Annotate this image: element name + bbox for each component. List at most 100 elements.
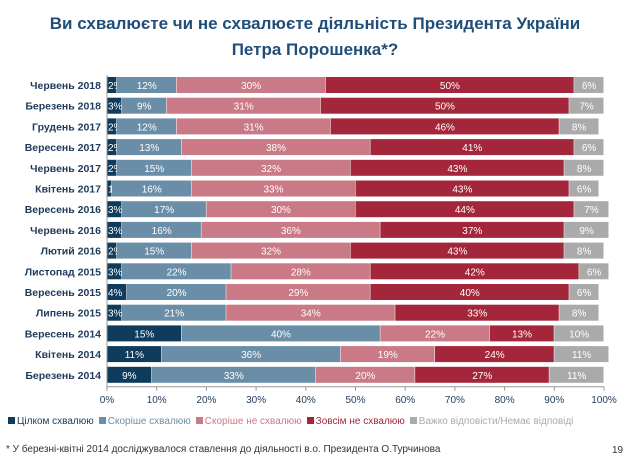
bar-segment [166, 97, 321, 114]
chart-title-line2: Петра Порошенка*? [231, 40, 399, 59]
bar-segment [559, 304, 599, 321]
category-label: Червень 2018 [30, 80, 101, 92]
data-label: 12% [137, 81, 157, 92]
data-label: 2% [108, 81, 123, 92]
category-label: Лютий 2016 [41, 246, 102, 258]
data-label: 8% [577, 164, 592, 175]
x-tick-label: 100% [591, 395, 617, 406]
data-label: 40% [271, 329, 291, 340]
bar-segment [111, 180, 191, 197]
bar-segment [380, 221, 564, 238]
data-label: 2% [108, 122, 123, 133]
legend-swatch [195, 417, 203, 424]
data-label: 28% [291, 267, 311, 278]
data-label: 50% [435, 102, 455, 113]
bar-segment [107, 263, 122, 280]
legend-label: Скоріше схвалюю [107, 416, 191, 427]
category-label: Березень 2014 [25, 370, 101, 382]
category-label: Листопад 2015 [25, 266, 101, 278]
data-label: 33% [467, 309, 487, 320]
bar-segment [107, 242, 117, 259]
bar-segment [121, 97, 167, 114]
data-label: 2% [108, 143, 123, 154]
category-label: Вересень 2016 [25, 204, 101, 216]
data-label: 11% [125, 350, 144, 361]
bar-segment [121, 201, 206, 218]
bar-segment [370, 263, 579, 280]
data-label: 31% [234, 102, 254, 113]
legend: Цілком схвалюю Скоріше схвалюю Скоріше не … [8, 416, 622, 427]
bar-segment [201, 221, 380, 238]
data-label: 43% [452, 185, 472, 196]
bar-segment [107, 325, 182, 342]
bar-segment [435, 346, 554, 363]
bar-segment [107, 97, 122, 114]
bar-segment [107, 180, 112, 197]
legend-label: Важко відповісти/Немає відповіді [418, 416, 574, 427]
x-tick-label: 30% [246, 395, 266, 406]
data-label: 8% [577, 247, 592, 258]
data-label: 50% [440, 81, 460, 92]
bar-segment [559, 118, 599, 135]
data-label: 46% [435, 122, 455, 133]
bar-segment [121, 263, 231, 280]
bar-segment [415, 366, 549, 383]
bar-segment [107, 201, 122, 218]
bar-segment [489, 325, 554, 342]
bar-segment [107, 284, 127, 300]
data-label: 16% [142, 185, 162, 196]
data-label: 20% [355, 371, 375, 382]
data-label: 36% [241, 350, 261, 361]
data-label: 43% [447, 164, 467, 175]
category-label: Вересень 2014 [25, 328, 101, 340]
category-label: Березень 2018 [25, 101, 101, 113]
data-label: 3% [108, 102, 123, 113]
x-tick-label: 40% [296, 395, 316, 406]
bar-segment [176, 77, 326, 93]
data-label: 15% [134, 329, 154, 340]
data-label: 12% [137, 122, 157, 133]
data-label: 32% [261, 164, 281, 175]
bar-segment [181, 325, 380, 342]
data-label: 32% [261, 247, 281, 258]
legend-item: Цілком схвалюю [8, 416, 94, 427]
bar-segment [191, 242, 351, 259]
bar-segment [574, 201, 609, 218]
data-label: 30% [271, 205, 291, 216]
bar-segment [549, 366, 604, 383]
legend-item: Важко відповісти/Немає відповіді [409, 416, 574, 427]
bar-segment [107, 159, 117, 176]
data-label: 30% [241, 81, 261, 92]
bar-segment [564, 242, 604, 259]
bar-segment [107, 139, 117, 156]
data-label: 6% [582, 81, 597, 92]
x-tick-label: 80% [495, 395, 515, 406]
bar-segment [121, 304, 226, 321]
x-tick-label: 70% [445, 395, 465, 406]
data-label: 3% [108, 205, 123, 216]
category-label: Квітень 2017 [35, 184, 101, 196]
bar-segment [231, 263, 370, 280]
bar-segment [350, 159, 564, 176]
data-label: 24% [485, 350, 505, 361]
data-label: 33% [224, 371, 244, 382]
data-label: 13% [512, 329, 532, 340]
bar-segment [116, 77, 177, 93]
bar-segment [350, 242, 564, 259]
data-label: 7% [584, 205, 599, 216]
legend-swatch [8, 417, 15, 424]
bar-segment [176, 118, 331, 135]
data-label: 38% [266, 143, 286, 154]
bar-segment [380, 325, 490, 342]
bar-segment [554, 325, 604, 342]
bar-segment [574, 77, 604, 93]
data-label: 31% [244, 122, 264, 133]
bar-segment [564, 159, 604, 176]
bar-segment [107, 346, 162, 363]
data-label: 6% [577, 185, 592, 196]
bar-segment [206, 201, 355, 218]
bar-segment [330, 118, 559, 135]
bar-segment [554, 346, 609, 363]
bar-segment [226, 284, 370, 300]
bar-segment [161, 346, 341, 363]
